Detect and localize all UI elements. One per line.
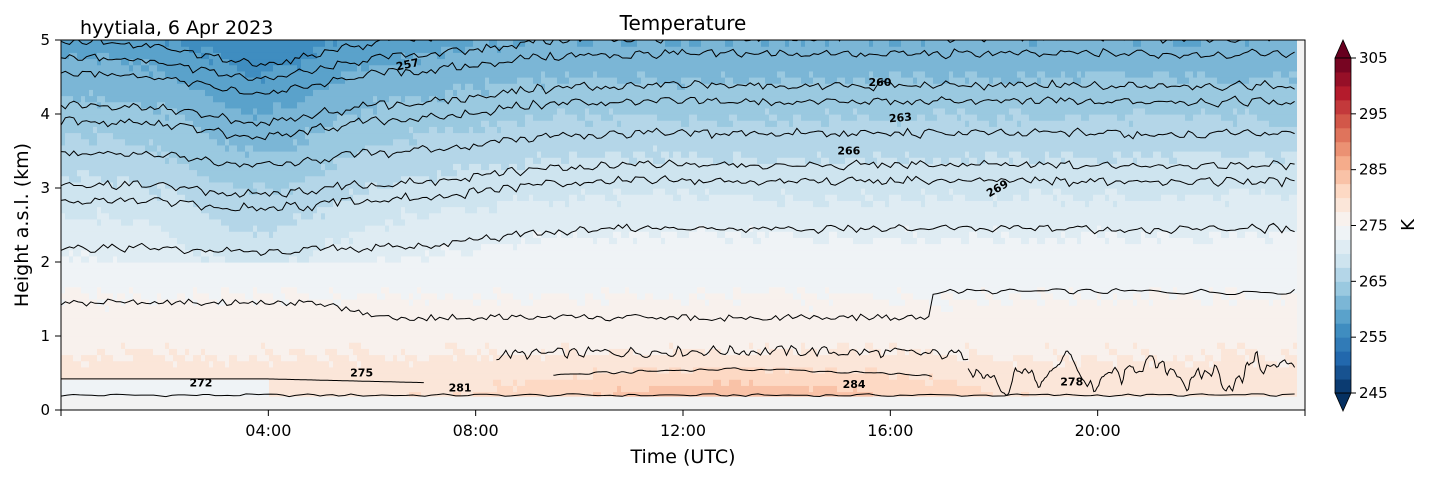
colorbar-segment: [1335, 211, 1351, 226]
colorbar-tick-label: 265: [1359, 272, 1388, 290]
isotherm-line: [61, 393, 1295, 398]
site-date-label: hyytiala, 6 Apr 2023: [80, 17, 273, 39]
contour-label: 266: [837, 145, 860, 158]
x-tick-label: 20:00: [1075, 421, 1121, 440]
y-axis: 0 1 2 3 4 5: [40, 31, 61, 419]
isotherm-line: [61, 40, 1271, 81]
colorbar-segment: [1335, 225, 1351, 240]
colorbar-segment: [1335, 141, 1351, 157]
isotherm-line: [61, 95, 1295, 141]
y-tick-label: 1: [40, 327, 50, 345]
colorbar-segment: [1335, 309, 1351, 324]
colorbar-label: K: [1398, 218, 1419, 231]
colorbar-tick-label: 255: [1359, 328, 1388, 346]
isotherm-line: [967, 350, 1296, 396]
colorbar-tick-label: 245: [1359, 384, 1388, 402]
contour-label: 281: [449, 382, 472, 395]
isotherm-line: [553, 367, 932, 377]
isotherm-line: [61, 378, 424, 384]
y-tick-label: 0: [40, 401, 50, 419]
chart-title: Temperature: [619, 11, 747, 35]
isotherm-line: [61, 127, 1295, 168]
colorbar-segment: [1335, 253, 1351, 268]
colorbar-segment: [1335, 127, 1351, 143]
isotherm-line: [61, 288, 1295, 322]
contour-label: 278: [1060, 376, 1083, 389]
colorbar-segment: [1335, 169, 1351, 185]
colorbar-segment: [1335, 365, 1351, 380]
isotherm-contours: [61, 3, 1296, 398]
x-tick-label: 12:00: [660, 421, 706, 440]
y-tick-label: 4: [40, 105, 50, 123]
y-tick-label: 3: [40, 179, 50, 197]
colorbar-segment: [1335, 323, 1351, 338]
colorbar-segment: [1335, 58, 1351, 73]
colorbar-segment: [1335, 183, 1351, 199]
contour-label: 257: [395, 56, 420, 73]
isotherm-line: [61, 175, 1295, 212]
y-tick-label: 5: [40, 31, 50, 49]
colorbar-segment: [1335, 267, 1351, 282]
colorbar-segment: [1335, 281, 1351, 296]
isotherm-line: [61, 3, 1295, 8]
isotherm-line: [61, 40, 433, 67]
colorbar-segment: [1335, 295, 1351, 310]
colorbar-segment: [1335, 99, 1351, 115]
contour-label: 260: [868, 76, 891, 89]
colorbar-extend-max: [1334, 39, 1352, 59]
contour-label: 263: [888, 110, 912, 125]
temperature-field: [61, 40, 1305, 410]
colorbar-segment: [1335, 239, 1351, 254]
colorbar-extend-min: [1334, 392, 1352, 412]
x-axis-label: Time (UTC): [629, 446, 735, 468]
x-tick-label: 08:00: [453, 421, 499, 440]
colorbar-segment: [1335, 351, 1351, 366]
colorbar-segment: [1335, 197, 1351, 213]
x-tick-label: 16:00: [867, 421, 913, 440]
colorbar-tick-label: 305: [1359, 49, 1388, 67]
contour-label: 275: [350, 367, 373, 380]
contour-label: 284: [843, 378, 866, 391]
contour-label: 272: [189, 376, 212, 389]
colorbar-tick-label: 275: [1359, 217, 1388, 235]
colorbar-segment: [1335, 379, 1351, 394]
colorbar-segment: [1335, 337, 1351, 352]
isotherm-line: [61, 79, 1295, 127]
y-tick-label: 2: [40, 253, 50, 271]
x-axis: 04:00 08:00 12:00 16:00 20:00: [60, 410, 1306, 440]
isotherm-line: [61, 48, 1295, 95]
colorbar: 245 255 265 275 285 295 305: [1334, 39, 1388, 412]
x-tick-label: 04:00: [245, 421, 291, 440]
colorbar-tick-label: 285: [1359, 161, 1388, 179]
y-axis-label: Height a.s.l. (km): [11, 143, 33, 307]
colorbar-segment: [1335, 85, 1351, 101]
isotherm-line: [61, 159, 1295, 198]
colorbar-segment: [1335, 71, 1351, 87]
colorbar-segment: [1335, 113, 1351, 129]
isotherm-line: [496, 344, 969, 361]
colorbar-segment: [1335, 155, 1351, 171]
isotherm-line: [61, 222, 1295, 256]
colorbar-tick-label: 295: [1359, 105, 1388, 123]
